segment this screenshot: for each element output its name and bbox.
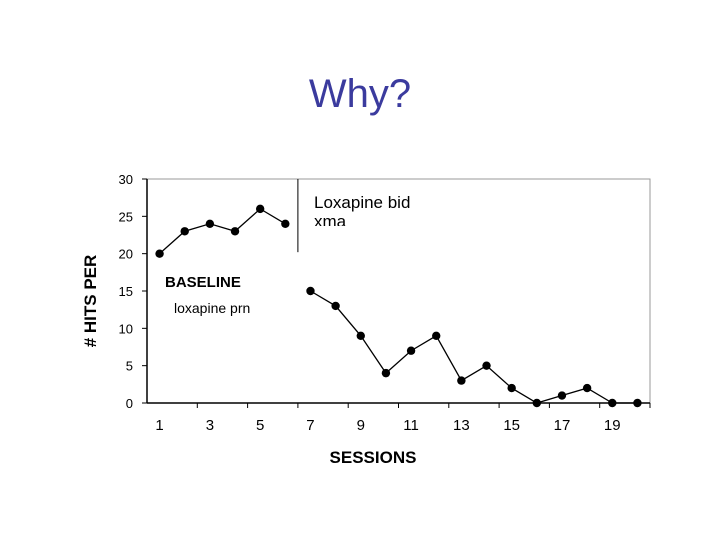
data-point [306,286,315,296]
series-line [310,290,638,404]
data-point [381,368,391,378]
x-tick-label: 5 [256,417,264,434]
treatment-label-cut: xma [314,212,347,231]
data-point [255,204,265,214]
treatment-label: Loxapine bid [314,193,410,212]
slide-title: Why? [308,72,412,116]
y-tick-label: 15 [119,284,133,299]
y-tick-label: 0 [126,396,133,411]
data-point [180,227,189,236]
data-point [582,383,592,393]
data-point [356,331,365,340]
data-point [482,361,491,370]
data-point [155,249,164,258]
data-point [230,227,240,236]
x-tick-label: 3 [206,417,214,434]
baseline-sublabel: loxapine prn [174,300,250,316]
x-tick-label: 17 [554,417,571,434]
data-point [281,219,290,228]
data-point [205,219,215,228]
y-tick-label: 10 [119,321,133,336]
y-axis-label: # HITS PER [81,255,100,348]
x-tick-label: 1 [155,417,163,434]
plot-frame [146,178,651,404]
data-point [557,391,567,400]
y-tick-label: 20 [119,247,133,262]
x-tick-label: 15 [503,417,520,434]
data-point [633,398,642,408]
x-tick-label: 19 [604,417,621,434]
data-point [432,331,441,340]
x-tick-label: 7 [306,417,314,434]
data-point [457,376,466,385]
series-line [159,208,286,255]
y-tick-label: 25 [119,209,133,224]
x-tick-label: 13 [453,417,470,434]
data-point [331,301,340,311]
data-point [406,346,416,355]
data-point [608,398,617,408]
baseline-label: BASELINE [165,274,241,291]
data-point [507,383,516,393]
x-tick-label: 9 [357,417,365,434]
y-tick-label: 5 [126,359,133,374]
x-axis-label: SESSIONS [330,448,417,467]
y-tick-label: 30 [119,172,133,187]
x-tick-label: 11 [403,417,419,434]
data-point [532,398,542,408]
